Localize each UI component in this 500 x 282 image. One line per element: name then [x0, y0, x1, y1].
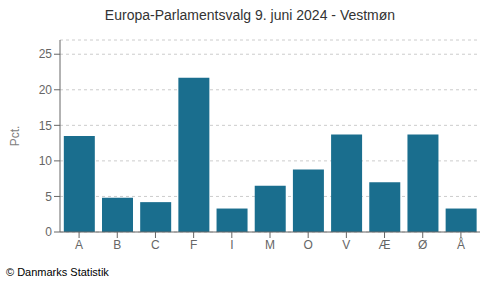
svg-text:F: F	[190, 238, 197, 252]
svg-text:Pct.: Pct.	[8, 126, 22, 147]
svg-text:10: 10	[39, 154, 53, 168]
svg-text:Ø: Ø	[418, 238, 427, 252]
svg-text:Æ: Æ	[379, 238, 391, 252]
svg-text:V: V	[342, 238, 350, 252]
html-text:© Danmarks Statistik: © Danmarks Statistik	[6, 266, 109, 278]
svg-text:O: O	[304, 238, 313, 252]
svg-text:A: A	[75, 238, 83, 252]
svg-text:0: 0	[45, 225, 52, 239]
svg-text:25: 25	[39, 47, 53, 61]
svg-text:C: C	[151, 238, 160, 252]
html-text:Europa-Parlamentsvalg 9. juni: Europa-Parlamentsvalg 9. juni 2024 - Ves…	[104, 7, 396, 23]
svg-text:5: 5	[45, 190, 52, 204]
svg-text:B: B	[113, 238, 121, 252]
svg-text:20: 20	[39, 83, 53, 97]
svg-text:I: I	[230, 238, 233, 252]
svg-text:M: M	[265, 238, 275, 252]
svg-text:Å: Å	[457, 237, 465, 252]
svg-text:15: 15	[39, 119, 53, 133]
